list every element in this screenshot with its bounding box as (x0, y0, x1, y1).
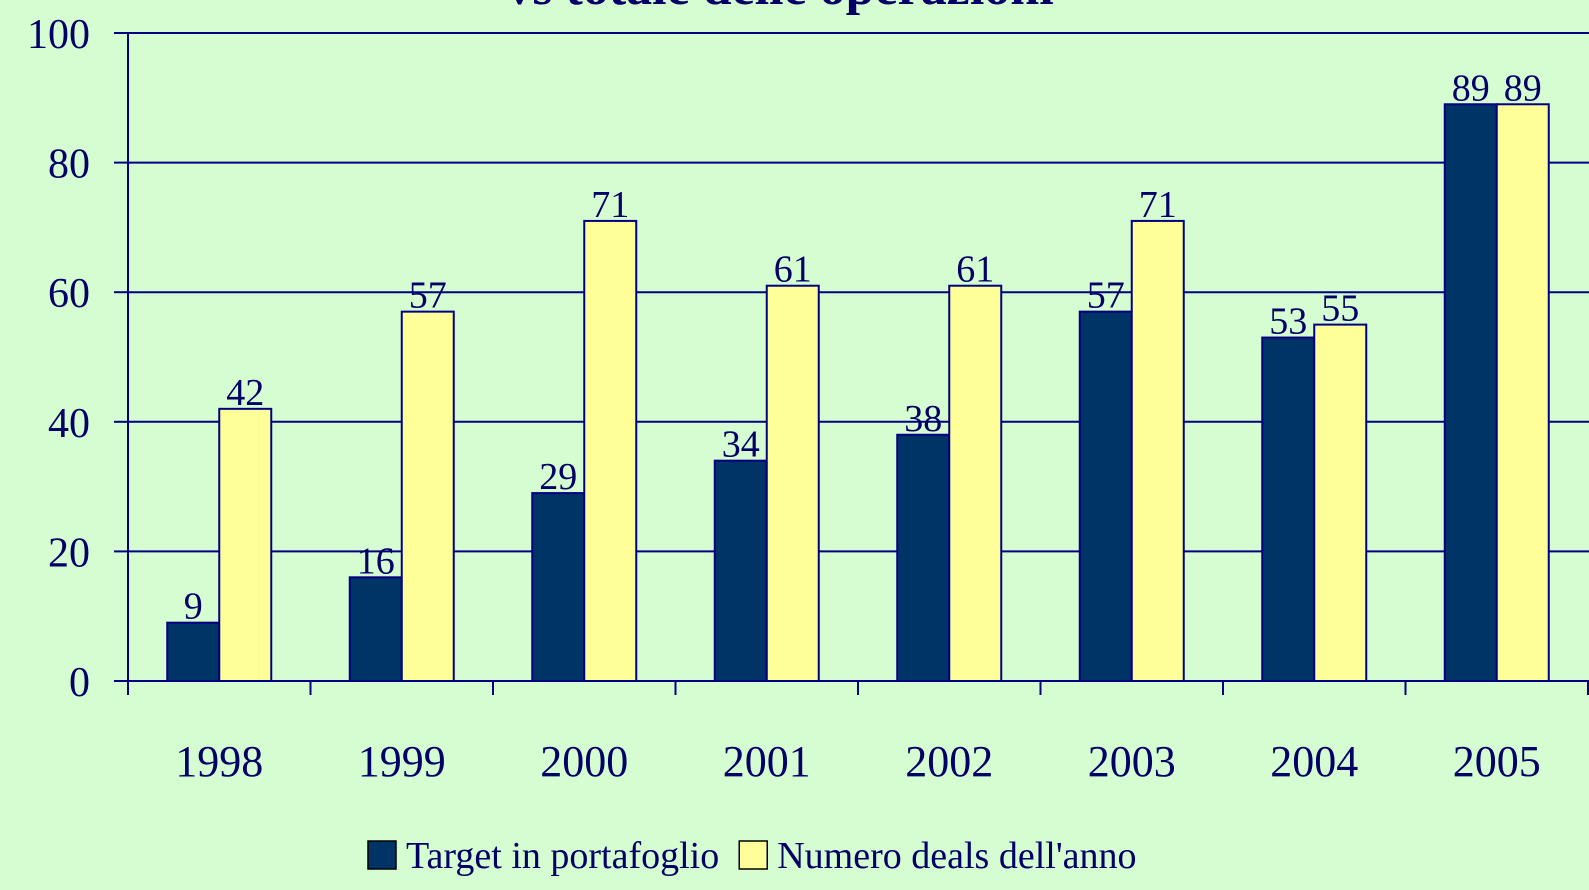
bar (1261, 336, 1316, 682)
legend-label: Numero deals dell'anno (777, 835, 1136, 877)
x-tick-label: 2004 (1270, 737, 1358, 786)
value-label: 71 (1139, 184, 1177, 226)
value-label: 38 (904, 398, 942, 440)
value-label: 89 (1452, 67, 1490, 109)
value-label: 42 (226, 372, 264, 414)
y-tick-label: 20 (48, 530, 90, 576)
x-tick-label: 2000 (540, 737, 628, 786)
value-label: 61 (774, 249, 812, 291)
bar (1313, 323, 1368, 682)
bar (166, 621, 221, 682)
value-label: 61 (956, 249, 994, 291)
legend-swatch (367, 840, 397, 870)
value-label: 29 (539, 456, 577, 498)
bar (948, 284, 1003, 682)
value-label: 57 (1087, 275, 1125, 317)
bar (896, 433, 951, 683)
bar (400, 310, 455, 682)
y-tick-label: 100 (27, 12, 90, 58)
x-tick-label: 2002 (905, 737, 993, 786)
legend-swatch (738, 840, 768, 870)
x-tick-label: 2001 (723, 737, 811, 786)
bar (1495, 103, 1550, 682)
bar (218, 407, 273, 682)
x-tick-label: 1998 (175, 737, 263, 786)
y-tick-label: 0 (69, 660, 90, 706)
bar (583, 219, 638, 682)
value-label: 9 (184, 586, 203, 628)
value-label: 71 (591, 184, 629, 226)
bar (1078, 310, 1133, 682)
value-label: 89 (1504, 67, 1542, 109)
bar (348, 576, 403, 683)
bar (1443, 103, 1498, 682)
x-tick-label: 1999 (358, 737, 446, 786)
value-label: 53 (1269, 301, 1307, 343)
bar (1130, 219, 1185, 682)
x-tick-label: 2003 (1088, 737, 1176, 786)
value-label: 57 (409, 275, 447, 317)
bar (713, 459, 768, 682)
y-tick-label: 60 (48, 271, 90, 317)
x-tick-label: 2005 (1453, 737, 1541, 786)
bar (531, 492, 586, 682)
y-tick-label: 80 (48, 142, 90, 188)
bar (765, 284, 820, 682)
y-tick-label: 40 (48, 401, 90, 447)
value-label: 34 (722, 424, 760, 466)
chart-title: vs totale delle operazioni (506, 0, 1053, 16)
value-label: 16 (357, 540, 395, 582)
legend-label: Target in portafoglio (406, 835, 719, 877)
value-label: 55 (1321, 288, 1359, 330)
